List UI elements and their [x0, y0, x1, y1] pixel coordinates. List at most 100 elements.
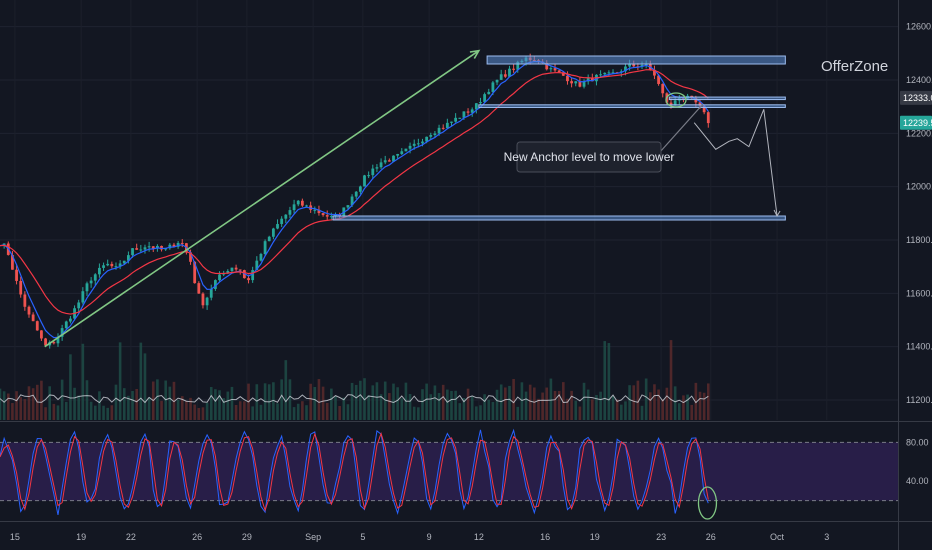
candle-body — [102, 265, 105, 268]
candle-body — [698, 102, 702, 106]
oscillator-tick-label: 40.00 — [906, 476, 929, 486]
volume-bar — [533, 387, 536, 420]
price-badge — [900, 115, 932, 130]
volume-bar — [479, 405, 482, 420]
volume-bar — [578, 406, 582, 420]
candle-body — [545, 62, 549, 70]
candle-body — [694, 97, 698, 103]
volume-bar — [375, 382, 379, 420]
volume-bar — [176, 399, 180, 420]
time-tick-label: Sep — [305, 532, 321, 542]
volume-bar — [371, 385, 375, 420]
stochastic-d-line — [0, 431, 709, 512]
time-tick-label: 29 — [242, 532, 252, 542]
volume-bar — [396, 387, 399, 420]
anchor-circle — [665, 92, 687, 108]
volume-bar — [677, 403, 681, 420]
volume-bar — [15, 391, 18, 420]
candle-body — [89, 280, 93, 284]
level-target — [332, 215, 786, 221]
candle-body — [321, 213, 325, 216]
volume-bar — [209, 387, 213, 420]
candle-body — [661, 83, 665, 94]
annotations[interactable]: OfferZone New Anchor level to move lower — [504, 58, 889, 173]
projection-arrow-head — [773, 209, 781, 218]
level-new-anchor — [478, 104, 786, 108]
anchor-note-text: New Anchor level to move lower — [504, 150, 675, 164]
candle-body — [706, 112, 710, 124]
volume-bar — [338, 406, 341, 420]
volume-bar — [205, 402, 209, 420]
volume-bar — [599, 391, 602, 420]
volume-bar — [189, 397, 192, 420]
candle-body — [354, 191, 358, 197]
candle-body — [276, 224, 279, 229]
candle-body — [255, 260, 259, 271]
volume-bar — [40, 380, 43, 420]
candle-body — [557, 70, 561, 73]
candle-body — [209, 288, 213, 298]
volume-bar — [495, 389, 499, 420]
candle-body — [499, 74, 503, 80]
volume-bar — [255, 384, 259, 420]
candle-body — [441, 127, 445, 129]
volume-bar — [272, 382, 275, 420]
volume-bar — [350, 382, 354, 420]
time-tick-label: 26 — [192, 532, 202, 542]
candle-body — [379, 162, 383, 168]
candle-body — [292, 204, 296, 211]
candle-body — [450, 121, 453, 123]
candle-body — [491, 82, 495, 92]
candle-body — [263, 241, 267, 255]
volume-bar — [537, 398, 540, 420]
volume-bar — [628, 385, 631, 420]
candle-body — [180, 242, 184, 244]
volume-bar — [524, 391, 528, 420]
volume-bar — [321, 386, 325, 420]
volume-bar — [201, 407, 205, 420]
volume-bar — [603, 341, 607, 420]
volume-bar — [98, 391, 101, 420]
candle-body — [702, 105, 706, 113]
candle-body — [81, 291, 85, 303]
candle-body — [147, 246, 151, 248]
volume-bar — [0, 388, 2, 420]
candle-body — [23, 294, 27, 307]
volume-bar — [388, 393, 391, 420]
volume-bar — [499, 384, 503, 420]
axes: 12600.0 12400.0 12200.0 12000.0 11800.0 11600… — [10, 22, 932, 542]
time-tick-label: 12 — [474, 532, 484, 542]
candle-body — [479, 102, 482, 104]
oscillator-tick-label: 80.00 — [906, 437, 929, 447]
candle-body — [619, 71, 623, 73]
candle-body — [325, 215, 329, 217]
volume-bar — [325, 402, 329, 420]
volume-bar — [541, 392, 544, 420]
volume-bar — [690, 404, 694, 420]
volume-bar — [6, 393, 10, 420]
candle-body — [454, 117, 458, 122]
volume-bar — [313, 386, 317, 420]
volume-bar — [636, 380, 640, 420]
candle-body — [404, 148, 408, 152]
volume-bar — [591, 399, 594, 420]
volume-bar — [359, 380, 362, 420]
volume-bar — [392, 383, 395, 420]
volume-bar — [317, 379, 321, 420]
drawings[interactable] — [44, 49, 781, 348]
candle-body — [280, 218, 284, 225]
volume-bar — [60, 379, 64, 420]
volume-bar — [19, 397, 23, 420]
time-tick-label: 9 — [427, 532, 432, 542]
candle-body — [640, 64, 644, 67]
candle-body — [168, 244, 172, 249]
volume-bar — [466, 388, 470, 420]
candle-body — [234, 267, 238, 270]
candle-body — [98, 267, 101, 275]
volume-bar — [197, 407, 201, 420]
ema-fast-line — [0, 61, 709, 339]
candle-body — [60, 328, 64, 337]
horizontal-levels[interactable] — [332, 55, 786, 221]
